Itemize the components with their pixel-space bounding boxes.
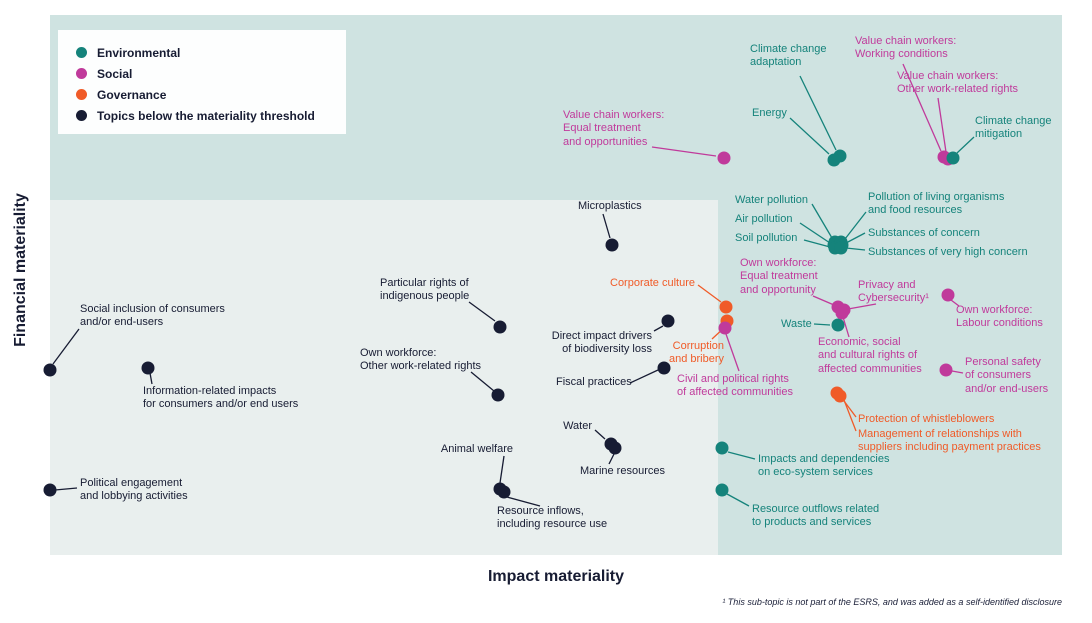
- point-label: Economic, social and cultural rights of …: [818, 336, 922, 375]
- point-label: Substances of concern: [868, 227, 980, 239]
- legend: Environmental Social Governance Topics belo…: [58, 30, 346, 134]
- y-axis-label: Financial materiality: [12, 193, 29, 347]
- below-swatch-icon: [76, 110, 87, 121]
- social-swatch-icon: [76, 68, 87, 79]
- point-label: Impacts and dependencies on eco-system s…: [758, 453, 890, 479]
- point-label: Information-related impacts for consumer…: [143, 385, 299, 411]
- point-label: Climate change mitigation: [975, 115, 1052, 141]
- point-label: Substances of very high concern: [868, 246, 1028, 258]
- point-label: Fiscal practices: [556, 376, 632, 388]
- point-label: Particular rights of indigenous people: [380, 277, 470, 303]
- point-label: Political engagement and lobbying activi…: [80, 477, 188, 503]
- legend-items: Environmental Social Governance Topics belo…: [76, 42, 346, 126]
- point-label: Water pollution: [735, 194, 808, 206]
- point-label: Own workforce: Equal treatment and oppor…: [740, 257, 818, 296]
- point-label: Microplastics: [578, 200, 642, 212]
- point-label: Waste: [781, 318, 812, 330]
- point-label: Marine resources: [580, 465, 665, 477]
- point-label: Air pollution: [735, 213, 793, 225]
- point-label: Soil pollution: [735, 232, 798, 244]
- point-label: Value chain workers: Other work-related …: [897, 70, 1019, 96]
- point-label: Protection of whistleblowers: [858, 413, 995, 425]
- point-label: Resource inflows, including resource use: [497, 505, 608, 531]
- point-label: Energy: [752, 107, 787, 119]
- point-label: Corruption and bribery: [668, 340, 724, 366]
- point-label: Own workforce: Labour conditions: [956, 304, 1043, 330]
- region-below-both-thresholds: [50, 200, 718, 555]
- environmental-swatch-icon: [76, 47, 87, 58]
- point-label: Direct impact drivers of biodiversity lo…: [551, 330, 652, 356]
- point-label: Social inclusion of consumers and/or end…: [80, 303, 225, 329]
- point-label: Personal safety of consumers and/or end-…: [965, 356, 1049, 395]
- legend-item-governance: Governance: [76, 84, 346, 105]
- governance-swatch-icon: [76, 89, 87, 100]
- footnote: ¹ This sub-topic is not part of the ESRS…: [722, 597, 1062, 607]
- legend-item-social: Social: [76, 63, 346, 84]
- legend-label: Governance: [97, 87, 167, 102]
- point-label: Water: [563, 420, 592, 432]
- point-label: Value chain workers: Equal treatment and…: [563, 109, 665, 148]
- x-axis-label: Impact materiality: [487, 568, 625, 585]
- point-label: Resource outflows related to products an…: [752, 503, 880, 529]
- point-label: Management of relationships with supplie…: [858, 428, 1041, 454]
- legend-item-below: Topics below the materiality threshold: [76, 105, 346, 126]
- point-label: Own workforce: Other work-related rights: [360, 347, 482, 373]
- legend-label: Social: [97, 66, 133, 81]
- legend-label: Environmental: [97, 45, 181, 60]
- point-label: Civil and political rights of affected c…: [677, 373, 793, 399]
- point-label: Value chain workers: Working conditions: [855, 35, 957, 61]
- legend-label: Topics below the materiality threshold: [97, 108, 315, 123]
- point-label: Corporate culture: [610, 277, 695, 289]
- region-above-impact-threshold: [718, 200, 1062, 555]
- legend-item-environmental: Environmental: [76, 42, 346, 63]
- point-label: Pollution of living organisms and food r…: [868, 191, 1005, 217]
- point-label: Privacy and Cybersecurity¹: [858, 279, 929, 305]
- point-label: Climate change adaptation: [750, 43, 827, 69]
- point-label: Animal welfare: [440, 443, 513, 455]
